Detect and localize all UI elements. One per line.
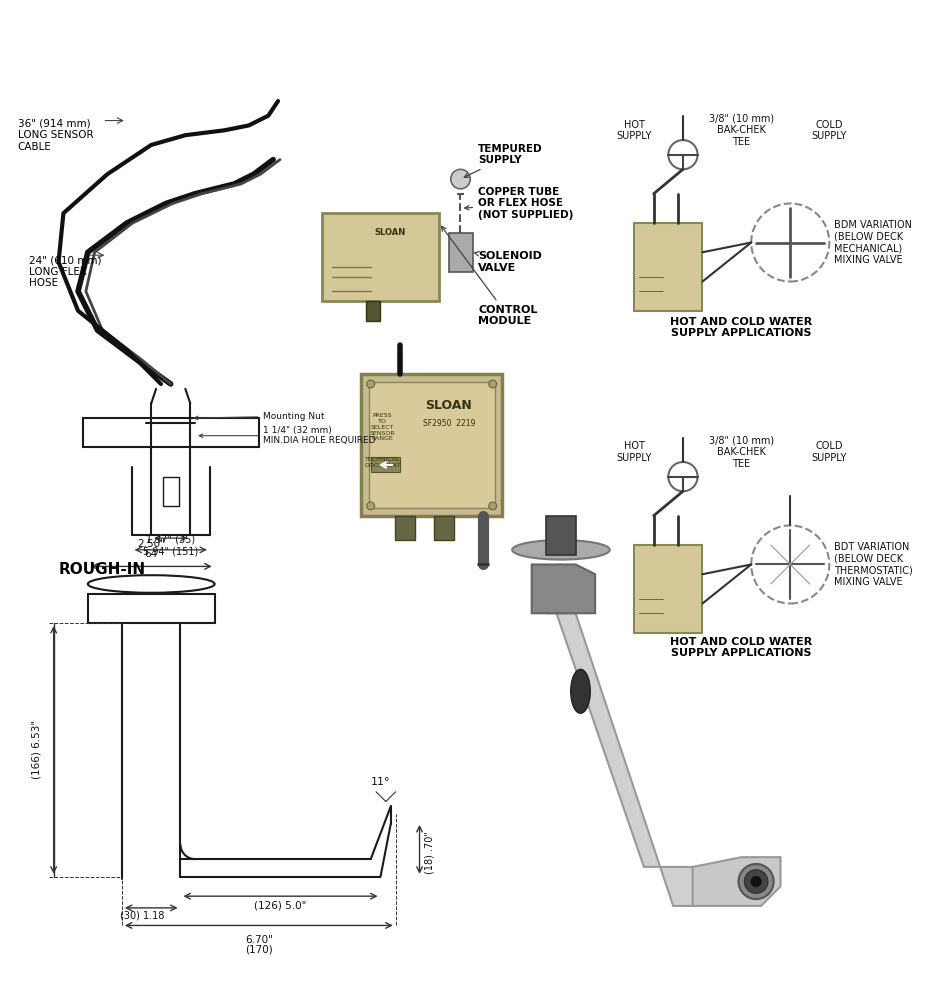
- Bar: [163, 477, 179, 506]
- Circle shape: [367, 502, 375, 510]
- Text: 1 1/4" (32 mm)
MIN.DIA HOLE REQUIRED: 1 1/4" (32 mm) MIN.DIA HOLE REQUIRED: [199, 426, 376, 446]
- Bar: [369, 382, 495, 508]
- Ellipse shape: [571, 669, 590, 713]
- Circle shape: [751, 876, 761, 886]
- Polygon shape: [547, 583, 742, 906]
- Bar: [635, 545, 702, 633]
- Circle shape: [668, 140, 697, 169]
- Circle shape: [751, 203, 830, 282]
- Bar: [547, 516, 575, 554]
- Text: 2.50": 2.50": [137, 539, 166, 549]
- Text: PRESS
TO
SELECT
SENSOR
RANGE: PRESS TO SELECT SENSOR RANGE: [370, 413, 395, 442]
- Circle shape: [668, 462, 697, 491]
- Text: 24" (610 mm)
LONG FLEX
HOSE: 24" (610 mm) LONG FLEX HOSE: [30, 256, 102, 289]
- Bar: [395, 516, 414, 540]
- Circle shape: [745, 870, 768, 893]
- Text: 11°: 11°: [371, 777, 390, 787]
- Text: 64: 64: [144, 548, 158, 558]
- Polygon shape: [532, 564, 595, 614]
- Text: HOT AND COLD WATER
SUPPLY APPLICATIONS: HOT AND COLD WATER SUPPLY APPLICATIONS: [671, 317, 812, 338]
- Text: HOT
SUPPLY: HOT SUPPLY: [616, 442, 652, 463]
- Text: SLOAN: SLOAN: [375, 228, 406, 237]
- Text: 1.37" (35): 1.37" (35): [146, 535, 195, 545]
- Text: 3/8" (10 mm)
BAK-CHEK
TEE: 3/8" (10 mm) BAK-CHEK TEE: [709, 436, 774, 469]
- Ellipse shape: [512, 540, 610, 559]
- Text: BDM VARIATION
(BELOW DECK
MECHANICAL)
MIXING VALVE: BDM VARIATION (BELOW DECK MECHANICAL) MI…: [834, 220, 912, 265]
- Bar: [366, 301, 380, 321]
- Text: TECHNICAL
DOCUMENT: TECHNICAL DOCUMENT: [364, 457, 401, 468]
- Circle shape: [488, 380, 497, 388]
- Circle shape: [488, 502, 497, 510]
- Text: COPPER TUBE
OR FLEX HOSE
(NOT SUPPLIED): COPPER TUBE OR FLEX HOSE (NOT SUPPLIED): [464, 187, 574, 220]
- Bar: [361, 374, 502, 516]
- Text: (30) 1.18: (30) 1.18: [120, 910, 165, 920]
- Circle shape: [367, 380, 375, 388]
- Text: CONTROL
MODULE: CONTROL MODULE: [441, 226, 537, 327]
- Text: 36" (914 mm)
LONG SENSOR
CABLE: 36" (914 mm) LONG SENSOR CABLE: [18, 119, 93, 152]
- Bar: [449, 232, 474, 272]
- Text: Mounting Nut: Mounting Nut: [194, 411, 325, 421]
- FancyBboxPatch shape: [322, 213, 439, 301]
- Bar: [371, 457, 400, 472]
- Bar: [635, 223, 702, 311]
- Text: SF2950  2219: SF2950 2219: [423, 420, 475, 429]
- Text: COLD
SUPPLY: COLD SUPPLY: [811, 442, 847, 463]
- Circle shape: [738, 864, 773, 899]
- Polygon shape: [693, 857, 781, 906]
- Bar: [434, 516, 453, 540]
- Text: TEMPURED
SUPPLY: TEMPURED SUPPLY: [464, 144, 543, 177]
- Text: (126) 5.0": (126) 5.0": [254, 901, 307, 911]
- Text: 5.94" (151): 5.94" (151): [143, 546, 198, 556]
- Text: SOLENOID
VALVE: SOLENOID VALVE: [475, 252, 542, 273]
- Text: 3/8" (10 mm)
BAK-CHEK
TEE: 3/8" (10 mm) BAK-CHEK TEE: [709, 114, 774, 147]
- Circle shape: [751, 525, 830, 604]
- Text: COLD
SUPPLY: COLD SUPPLY: [811, 120, 847, 141]
- Text: (170): (170): [245, 945, 273, 955]
- Text: HOT AND COLD WATER
SUPPLY APPLICATIONS: HOT AND COLD WATER SUPPLY APPLICATIONS: [671, 637, 812, 658]
- Text: ROUGH-IN: ROUGH-IN: [58, 561, 145, 576]
- Text: (18) .70": (18) .70": [425, 831, 435, 874]
- Text: (166) 6.53": (166) 6.53": [31, 720, 41, 780]
- Text: BDT VARIATION
(BELOW DECK
THERMOSTATIC)
MIXING VALVE: BDT VARIATION (BELOW DECK THERMOSTATIC) …: [834, 542, 913, 586]
- Text: 6.70": 6.70": [245, 936, 273, 945]
- Circle shape: [450, 169, 470, 189]
- Text: HOT
SUPPLY: HOT SUPPLY: [616, 120, 652, 141]
- Text: SLOAN: SLOAN: [426, 398, 472, 411]
